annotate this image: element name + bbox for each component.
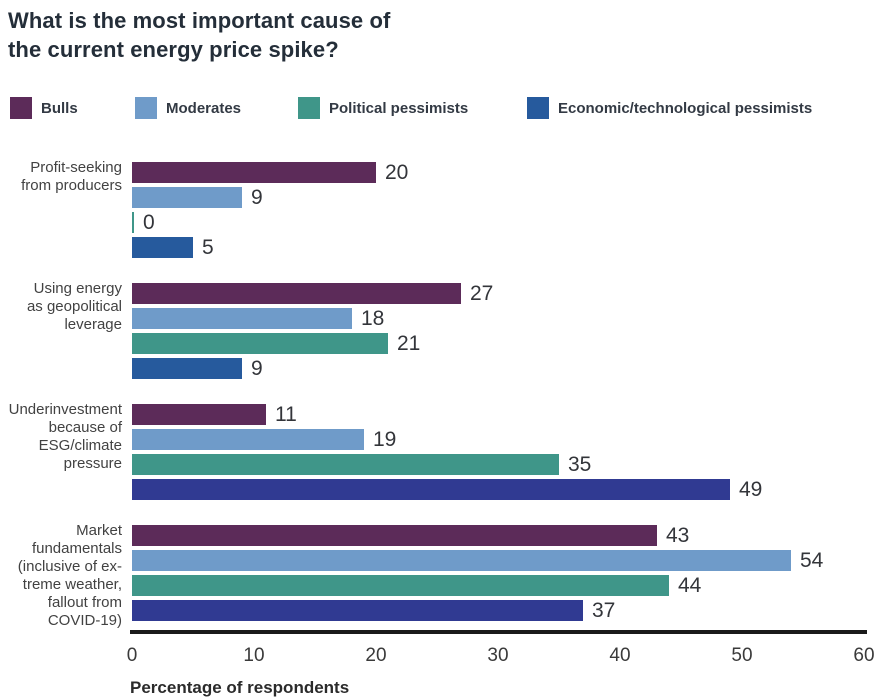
x-tick-label: 0 bbox=[126, 645, 138, 666]
chart-title: What is the most important cause of the … bbox=[8, 6, 390, 64]
bar bbox=[132, 187, 242, 208]
bar-value-label: 19 bbox=[373, 427, 397, 451]
bar bbox=[132, 308, 352, 329]
bar-value-label: 0 bbox=[143, 210, 155, 234]
bar bbox=[132, 333, 388, 354]
category-label: Market fundamentals (inclusive of ex-treme… bbox=[0, 522, 122, 630]
bar-value-label: 44 bbox=[678, 573, 702, 597]
bar bbox=[132, 237, 193, 258]
chart-title-line1: What is the most important cause of bbox=[8, 8, 391, 33]
x-tick-label: 60 bbox=[853, 645, 875, 666]
legend-swatch bbox=[527, 97, 549, 119]
legend-item: Political pessimists bbox=[298, 96, 468, 120]
legend-item: Economic/technological pessimists bbox=[527, 96, 812, 120]
x-tick-label: 50 bbox=[731, 645, 753, 666]
bar-value-label: 43 bbox=[666, 523, 690, 547]
bar bbox=[132, 358, 242, 379]
legend-item-label: Bulls bbox=[41, 99, 78, 117]
legend-item-label: Political pessimists bbox=[329, 99, 469, 117]
bar-value-label: 27 bbox=[470, 281, 494, 305]
legend-item: Bulls bbox=[10, 96, 78, 120]
category-label-line: Using energy bbox=[33, 280, 122, 297]
category-label-line: because of bbox=[48, 419, 122, 436]
bar-value-label: 21 bbox=[397, 331, 421, 355]
bar bbox=[132, 575, 669, 596]
legend-item: Moderates bbox=[135, 96, 241, 120]
category-label-line: as geopolitical bbox=[26, 298, 122, 315]
bar-value-label: 9 bbox=[251, 185, 263, 209]
x-axis-label: Percentage of respondents bbox=[130, 678, 350, 697]
legend-swatch bbox=[135, 97, 157, 119]
bar bbox=[132, 454, 559, 475]
bar-value-label: 18 bbox=[361, 306, 385, 330]
bar bbox=[132, 479, 730, 500]
legend-item-label: Economic/technological pessimists bbox=[558, 99, 813, 117]
legend-swatch bbox=[10, 97, 32, 119]
legend-swatch bbox=[298, 97, 320, 119]
category-label-line: Underinvestment bbox=[8, 401, 122, 418]
category-label-line: from producers bbox=[21, 177, 122, 194]
bar bbox=[132, 283, 461, 304]
bar-value-label: 5 bbox=[202, 235, 214, 259]
bar bbox=[132, 162, 376, 183]
category-label: Underinvestment because of ESG/climate pres… bbox=[0, 401, 122, 473]
bar bbox=[132, 600, 583, 621]
bar bbox=[132, 525, 657, 546]
x-tick-label: 20 bbox=[365, 645, 387, 666]
category-label-line: treme weather, bbox=[22, 576, 122, 593]
category-label-line: (inclusive of ex- bbox=[17, 558, 122, 575]
bar-value-label: 49 bbox=[739, 477, 763, 501]
x-tick-label: 30 bbox=[487, 645, 509, 666]
category-label-line: COVID-19) bbox=[47, 612, 122, 629]
category-label-line: ESG/climate bbox=[38, 437, 122, 454]
bar bbox=[132, 429, 364, 450]
category-label: Using energy as geopolitical leverage bbox=[0, 280, 122, 334]
category-label-line: leverage bbox=[64, 316, 122, 333]
bar bbox=[132, 212, 134, 233]
category-label-line: pressure bbox=[63, 455, 122, 472]
bar-value-label: 9 bbox=[251, 356, 263, 380]
category-label-line: fallout from bbox=[47, 594, 122, 611]
bar-value-label: 37 bbox=[592, 598, 616, 622]
bar-value-label: 54 bbox=[800, 548, 824, 572]
bar-value-label: 11 bbox=[275, 402, 297, 426]
category-label-line: Profit-seeking bbox=[30, 159, 122, 176]
category-label-line: Market bbox=[76, 522, 122, 539]
chart-title-line2: the current energy price spike? bbox=[8, 37, 339, 62]
x-axis-line bbox=[130, 630, 867, 634]
bar-value-label: 35 bbox=[568, 452, 592, 476]
bar bbox=[132, 404, 266, 425]
bar-value-label: 20 bbox=[385, 160, 409, 184]
x-tick-label: 40 bbox=[609, 645, 631, 666]
category-label: Profit-seeking from producers bbox=[0, 159, 122, 195]
bar bbox=[132, 550, 791, 571]
x-tick-label: 10 bbox=[243, 645, 265, 666]
legend-item-label: Moderates bbox=[166, 99, 242, 117]
category-label-line: fundamentals bbox=[31, 540, 122, 557]
